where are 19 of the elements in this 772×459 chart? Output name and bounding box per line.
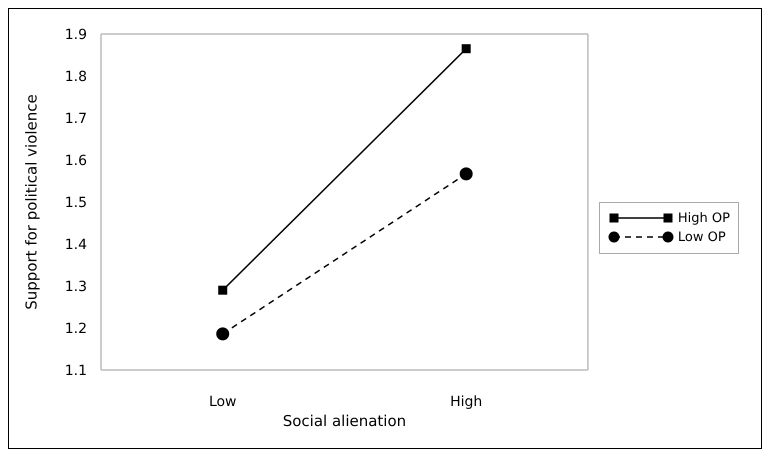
- y-tick-label: 1.1: [64, 362, 87, 379]
- legend-label: High OP: [678, 210, 730, 226]
- legend-label: Low OP: [678, 230, 726, 244]
- point: [460, 167, 473, 180]
- y-tick-label: 1.9: [64, 26, 87, 43]
- y-tick-label: 1.8: [64, 68, 87, 85]
- x-axis-title: Social alienation: [282, 412, 406, 430]
- y-axis-title: Support for political violence: [22, 94, 40, 310]
- point: [218, 286, 228, 295]
- x-tick-label: Low: [208, 394, 237, 410]
- point: [462, 44, 471, 54]
- y-tick-label: 1.4: [64, 236, 88, 253]
- x-tick-label: High: [450, 394, 482, 410]
- point: [216, 327, 230, 340]
- y-tick-label: 1.2: [64, 320, 87, 337]
- y-tick-label: 1.7: [64, 110, 87, 127]
- y-tick-label: 1.5: [64, 194, 87, 211]
- y-tick-label: 1.6: [64, 152, 88, 169]
- y-tick-label: 1.3: [64, 278, 87, 295]
